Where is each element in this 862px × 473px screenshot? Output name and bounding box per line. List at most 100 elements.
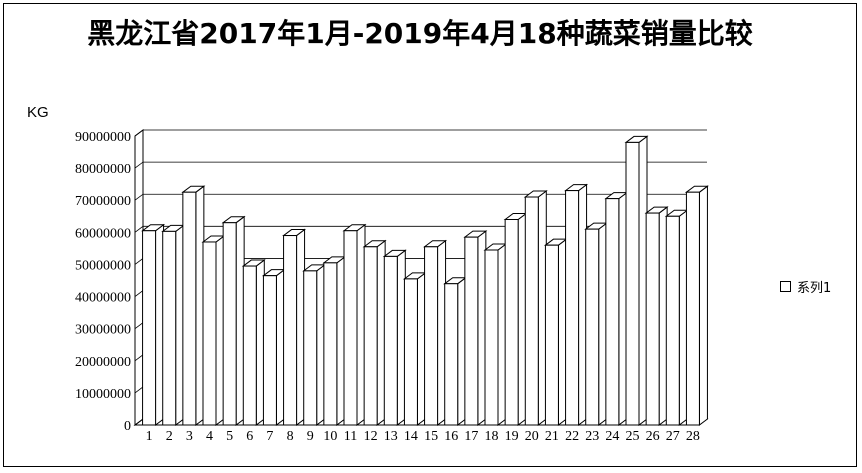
bar bbox=[161, 224, 186, 426]
gridline bbox=[134, 129, 707, 137]
x-tick-label: 24 bbox=[605, 429, 619, 444]
x-tick-label: 25 bbox=[626, 429, 640, 444]
bar bbox=[463, 230, 488, 426]
bar bbox=[402, 271, 427, 426]
x-tick-label: 1 bbox=[146, 429, 153, 444]
x-tick-label: 5 bbox=[226, 429, 233, 444]
x-tick-label: 11 bbox=[344, 429, 357, 444]
x-tick-label: 2 bbox=[166, 429, 173, 444]
bar-front bbox=[645, 212, 660, 426]
x-tick-label: 14 bbox=[404, 429, 418, 444]
x-tick-label: 3 bbox=[186, 429, 193, 444]
x-tick-label: 26 bbox=[646, 429, 660, 444]
bar-front bbox=[323, 262, 338, 426]
y-tick-label: 10000000 bbox=[75, 387, 131, 402]
legend: 系列1 bbox=[780, 277, 831, 296]
y-tick-label: 70000000 bbox=[75, 194, 131, 209]
bar-front bbox=[625, 141, 640, 426]
bar-front bbox=[142, 230, 157, 426]
bar bbox=[624, 135, 649, 426]
x-tick-label: 6 bbox=[246, 429, 253, 444]
bar-front bbox=[585, 228, 600, 426]
x-tick-label: 19 bbox=[505, 429, 519, 444]
bar bbox=[664, 209, 689, 426]
bar-front bbox=[182, 191, 197, 426]
bar-front bbox=[444, 283, 459, 426]
side-wall bbox=[134, 129, 144, 426]
x-tick-label: 16 bbox=[444, 429, 458, 444]
x-tick-label: 23 bbox=[585, 429, 599, 444]
bar bbox=[584, 222, 609, 426]
bar-front bbox=[685, 191, 700, 426]
y-tick-label: 0 bbox=[124, 419, 131, 434]
bar bbox=[443, 276, 468, 426]
x-tick-label: 15 bbox=[424, 429, 438, 444]
y-tick-label: 20000000 bbox=[75, 355, 131, 370]
y-tick-label: 90000000 bbox=[75, 130, 131, 145]
bar bbox=[644, 206, 669, 426]
x-tick-label: 12 bbox=[364, 429, 378, 444]
y-tick-label: 60000000 bbox=[75, 226, 131, 241]
legend-swatch bbox=[780, 281, 791, 292]
x-tick-label: 22 bbox=[565, 429, 579, 444]
chart-title: 黑龙江省2017年1月-2019年4月18种蔬菜销量比较 bbox=[87, 17, 753, 50]
bar bbox=[241, 259, 266, 426]
bar-front bbox=[504, 218, 519, 426]
bar-front bbox=[383, 255, 398, 426]
y-tick-label: 80000000 bbox=[75, 162, 131, 177]
bar-front bbox=[484, 249, 499, 426]
bar-front bbox=[242, 265, 257, 426]
bar bbox=[423, 239, 448, 426]
bar-front bbox=[162, 230, 177, 426]
bar-front bbox=[222, 222, 237, 426]
bar-front bbox=[262, 275, 277, 426]
bar-front bbox=[464, 236, 479, 426]
bar bbox=[141, 223, 166, 426]
x-tick-label: 21 bbox=[545, 429, 559, 444]
bar bbox=[201, 234, 226, 426]
bar bbox=[282, 228, 307, 426]
bar bbox=[604, 191, 629, 426]
bar bbox=[221, 215, 246, 426]
bar bbox=[322, 255, 347, 426]
x-tick-label: 27 bbox=[666, 429, 680, 444]
bar-front bbox=[303, 270, 318, 426]
x-tick-label: 9 bbox=[307, 429, 314, 444]
x-tick-label: 28 bbox=[686, 429, 700, 444]
y-tick-label: 30000000 bbox=[75, 323, 131, 338]
bar bbox=[261, 268, 286, 426]
bar bbox=[523, 190, 548, 426]
bar-front bbox=[424, 246, 439, 426]
bar-front bbox=[283, 235, 298, 426]
bar bbox=[342, 223, 367, 426]
x-tick-label: 10 bbox=[323, 429, 337, 444]
bar-front bbox=[202, 241, 217, 426]
bar bbox=[362, 239, 387, 426]
y-tick-label: 40000000 bbox=[75, 291, 131, 306]
bar-side bbox=[698, 185, 708, 426]
legend-label: 系列1 bbox=[797, 281, 832, 296]
x-tick-label: 8 bbox=[287, 429, 294, 444]
bar bbox=[181, 185, 206, 426]
bar-front bbox=[524, 196, 539, 426]
bar bbox=[483, 242, 508, 426]
x-tick-label: 13 bbox=[384, 429, 398, 444]
bar bbox=[684, 185, 709, 426]
bar-front bbox=[605, 198, 620, 426]
gridline bbox=[134, 193, 707, 201]
bar bbox=[543, 238, 568, 426]
bar-front bbox=[565, 190, 580, 426]
x-tick-label: 17 bbox=[464, 429, 478, 444]
bar-front bbox=[544, 244, 559, 426]
bar bbox=[302, 263, 327, 426]
bar bbox=[382, 249, 407, 426]
bar-front bbox=[363, 246, 378, 426]
x-tick-label: 18 bbox=[485, 429, 499, 444]
gridline bbox=[134, 161, 707, 169]
x-tick-label: 20 bbox=[525, 429, 539, 444]
bar bbox=[503, 212, 528, 426]
bar-front bbox=[665, 215, 680, 426]
x-tick-label: 7 bbox=[266, 429, 273, 444]
bar-front bbox=[343, 230, 358, 426]
